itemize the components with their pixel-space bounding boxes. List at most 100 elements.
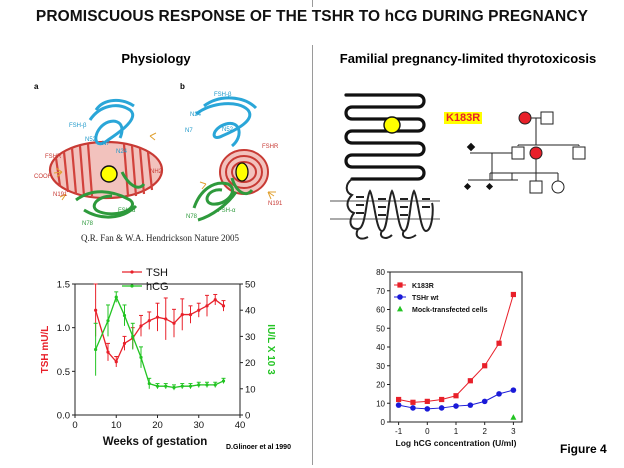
pedigree-miscarriage-gen3-b	[485, 182, 494, 191]
structure-b-label-fshr: FSHR	[262, 144, 279, 150]
dose-point-series-0	[439, 396, 445, 403]
structure-b-carbohydrates	[199, 181, 276, 200]
gestation-legend-marker-tsh	[130, 270, 134, 274]
gestation-point-hcg	[147, 381, 151, 386]
structure-a-label-fshr: FSHR	[45, 154, 62, 160]
gestation-x-tick-label: 0	[72, 420, 77, 431]
left-panel-heading: Physiology	[121, 51, 191, 66]
main-title: PROMISCUOUS RESPONSE OF THE TSHR TO hCG …	[35, 8, 589, 25]
gestation-point-hcg	[131, 334, 135, 338]
dose-legend-label-2: Mock-transfected cells	[412, 307, 488, 314]
dose-point-series-1	[467, 402, 474, 408]
gestation-point-hcg	[122, 313, 127, 318]
gestation-point-tsh	[197, 308, 201, 312]
structure-a-letter: a	[34, 82, 39, 91]
dose-y-tick-label: 60	[376, 306, 385, 315]
gestation-y-tick-label: 0.0	[57, 411, 70, 422]
dose-point-series-0	[482, 363, 488, 369]
tsh-receptor-membrane-diagram	[330, 93, 440, 240]
dose-point-series-1	[438, 405, 445, 411]
pedigree-miscarriage-gen3-a	[463, 182, 472, 191]
gestation-point-hcg	[114, 295, 118, 299]
structure-a-label-n7: N7	[102, 141, 110, 147]
gestation-legend-label-tsh: TSH	[146, 267, 168, 279]
gestation-legend-label-hcg: hCG	[146, 281, 169, 293]
dose-y-tick-label: 80	[376, 268, 385, 277]
gestation-point-hcg	[155, 384, 160, 388]
top-divider-line	[312, 0, 313, 7]
structure-a-fsh-alpha	[75, 171, 146, 219]
family-pedigree-diagram	[463, 111, 586, 194]
gestation-x-tick-label: 20	[152, 420, 163, 431]
gestation-y2-tick-label: 40	[245, 306, 256, 317]
gestation-x-axis-title: Weeks of gestation	[103, 436, 208, 448]
gestation-y2-tick-label: 10	[245, 384, 256, 395]
dose-point-series-0	[424, 398, 430, 404]
pedigree-affected-female-gen2	[529, 146, 543, 160]
structure-a-label-fsh-alpha: FSH-α	[118, 208, 136, 214]
gestation-point-tsh	[122, 341, 127, 345]
gestation-y2-tick-label: 20	[245, 358, 256, 369]
gestation-point-tsh	[155, 315, 160, 319]
structure-a-binding-site-marker	[100, 165, 118, 183]
structure-b-label-n24: N24	[190, 112, 202, 118]
structure-b-letter: b	[180, 82, 185, 91]
dose-x-tick-label: 1	[454, 427, 459, 436]
gestation-point-tsh	[114, 360, 118, 364]
pedigree-affected-female-gen1	[518, 111, 532, 125]
dose-point-series-1	[496, 391, 502, 397]
structure-b-label-n78: N78	[186, 214, 198, 220]
structure-b-label-n191: N191	[268, 201, 283, 207]
structure-a-label-fsh-beta: FSH-β	[69, 123, 87, 129]
gestation-point-tsh	[188, 312, 193, 317]
structure-a-carbohydrates	[53, 132, 157, 201]
gestation-point-tsh	[94, 308, 98, 312]
gestation-x-tick-label: 40	[235, 420, 246, 431]
gestation-point-hcg	[180, 384, 184, 388]
dose-point-series-0	[467, 378, 473, 384]
dose-y-tick-label: 70	[376, 287, 385, 296]
structure-citation: Q.R. Fan & W.A. Hendrickson Nature 2005	[81, 233, 239, 243]
dose-legend-marker-2	[397, 305, 403, 312]
gestation-point-hcg	[197, 383, 201, 387]
dose-point-series-1	[510, 387, 517, 393]
structure-a-label-nh2: NH2	[150, 169, 163, 175]
dose-point-series-1	[481, 398, 488, 405]
mutation-k183r-label: K183R	[444, 112, 483, 124]
pedigree-female-gen3	[551, 180, 565, 194]
gestation-legend-marker-hcg	[130, 284, 134, 288]
gestation-y2-tick-label: 0	[245, 411, 250, 422]
gestation-point-tsh	[221, 304, 226, 308]
structure-a-label-n78: N78	[82, 221, 94, 227]
gestation-point-tsh	[180, 312, 184, 317]
gestation-x-tick-label: 30	[193, 420, 204, 431]
structure-b-label-n52: N52	[222, 127, 234, 133]
gestation-y2-tick-label: 50	[245, 280, 256, 291]
right-panel-heading: Familial pregnancy-limited thyrotoxicosi…	[339, 51, 597, 66]
gestation-series-line-tsh	[95, 298, 224, 363]
gestation-point-tsh	[213, 298, 217, 302]
receptor-serpentine-loops	[344, 93, 426, 181]
structure-a-label-n24: N24	[116, 149, 128, 155]
structure-a-label-n191: N191	[53, 192, 68, 198]
gestation-point-hcg	[213, 383, 217, 387]
gestation-series-line-hcg	[95, 295, 224, 389]
dose-x-tick-label: 0	[425, 427, 430, 436]
dose-point-series-1	[453, 403, 459, 409]
gestation-point-tsh	[106, 350, 110, 354]
gestation-point-tsh	[205, 304, 209, 308]
gestation-point-hcg	[221, 379, 226, 383]
pedigree-male-gen1	[540, 111, 554, 125]
gestation-point-tsh	[172, 321, 176, 325]
structure-b-label-n7: N7	[185, 128, 193, 134]
dose-point-series-1	[395, 402, 402, 408]
gestation-y-tick-label: 0.5	[57, 367, 70, 378]
tsh-hcg-gestation-chart: 0 10 20 30 40 0.0 0.5 1.0 1.5 0 10 20 30 40 50 Weeks of…	[40, 267, 276, 448]
structure-a-label-cooh: COOH	[34, 174, 52, 180]
gestation-x-tick-label: 10	[111, 420, 122, 431]
dose-point-series-0	[410, 399, 416, 405]
gestation-point-hcg	[172, 385, 176, 390]
gestation-chart-credit: D.Glinoer et al 1990	[226, 444, 291, 451]
gestation-point-tsh	[164, 317, 168, 321]
